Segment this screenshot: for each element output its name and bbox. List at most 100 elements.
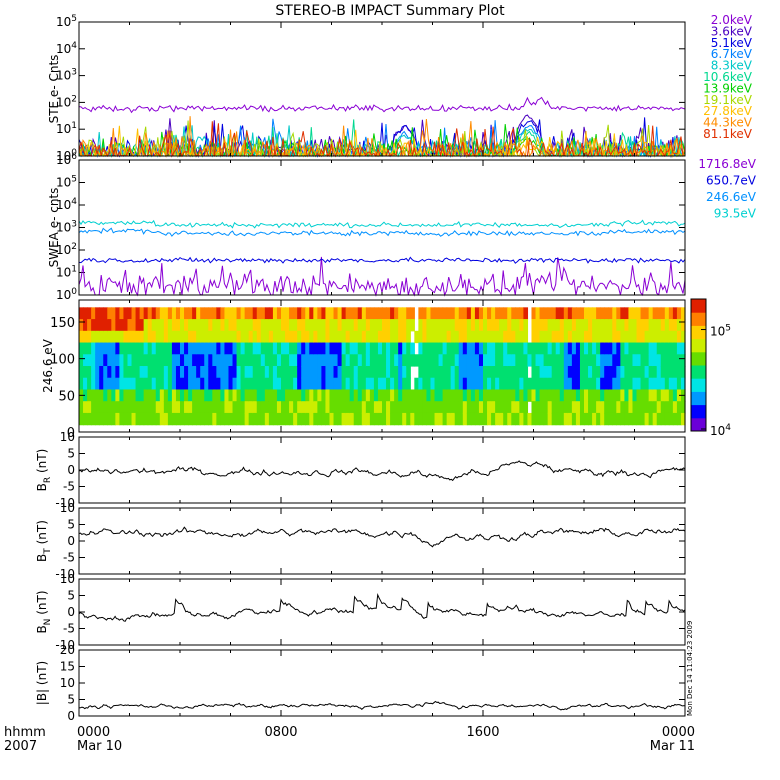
bt-series-line (78, 526, 686, 548)
heatmap-cell (155, 401, 161, 414)
heatmap-cell (543, 330, 549, 344)
heatmap-cell (402, 330, 407, 344)
heatmap-cell (624, 330, 630, 344)
heatmap-cell (281, 389, 286, 402)
heatmap-cell (539, 342, 545, 355)
heatmap-cell (171, 401, 177, 414)
heatmap-cell (285, 412, 290, 426)
heatmap-cell (394, 307, 399, 320)
heatmap-cell (111, 330, 116, 344)
heatmap-cell (357, 401, 363, 414)
heatmap-cell (575, 342, 581, 355)
heatmap-cell (357, 319, 363, 332)
heatmap-cell (305, 307, 310, 320)
heatmap-cell (418, 330, 423, 344)
heatmap-cell (442, 412, 448, 426)
heatmap-cell (579, 412, 585, 426)
heatmap-cell (596, 330, 601, 344)
heatmap-cell (79, 412, 84, 426)
heatmap-cell (535, 389, 541, 402)
heatmap-cell (220, 330, 226, 344)
heatmap-cell (192, 412, 197, 426)
heatmap-cell (95, 401, 100, 414)
heatmap-cell (672, 366, 678, 379)
heatmap-cell (511, 330, 516, 344)
heatmap-cell (551, 401, 557, 414)
heatmap-cell (297, 319, 302, 332)
heatmap-cell (147, 377, 153, 391)
heatmap-cell (390, 377, 395, 391)
heatmap-cell (535, 401, 541, 414)
heatmap-cell (575, 412, 581, 426)
heatmap-cell (620, 354, 625, 367)
heatmap-cell (357, 377, 363, 391)
heatmap-cell (442, 342, 448, 355)
heatmap-cell (232, 354, 238, 367)
heatmap-cell (236, 412, 242, 426)
heatmap-cell (551, 377, 557, 391)
heatmap-cell (305, 401, 310, 414)
heatmap-cell (361, 412, 367, 426)
heatmap-cell (600, 389, 605, 402)
heatmap-cell (163, 412, 169, 426)
heatmap-cell (272, 377, 278, 391)
heatmap-cell (430, 342, 436, 355)
heatmap-cell (131, 366, 137, 379)
heatmap-cell (123, 389, 129, 402)
heatmap-cell (390, 366, 395, 379)
heatmap-cell (192, 342, 197, 355)
heatmap-cell (426, 319, 432, 332)
heatmap-cell (539, 401, 545, 414)
heatmap-cell (131, 319, 137, 332)
heatmap-cell (268, 389, 274, 402)
heatmap-cell (402, 377, 407, 391)
heatmap-cell (147, 330, 153, 344)
heatmap-cell (361, 342, 367, 355)
heatmap-cell (410, 319, 415, 332)
heatmap-cell (600, 377, 605, 391)
heatmap-cell (616, 354, 621, 367)
heatmap-cell (426, 307, 432, 320)
heatmap-cell (248, 366, 254, 379)
heatmap-cell (349, 319, 355, 332)
heatmap-cell (612, 330, 617, 344)
heatmap-cell (151, 354, 157, 367)
heatmap-cell (454, 319, 460, 332)
heatmap-cell (79, 354, 84, 367)
heatmap-cell (95, 342, 100, 355)
heatmap-cell (632, 342, 638, 355)
heatmap-cell (584, 366, 589, 379)
heatmap-cell (398, 389, 403, 402)
heatmap-cell (236, 319, 242, 332)
heatmap-cell (333, 377, 339, 391)
heatmap-cell (535, 412, 541, 426)
heatmap-cell (430, 354, 436, 367)
heatmap-cell (438, 389, 444, 402)
ste-legend-label: 10.6keV (703, 70, 753, 84)
heatmap-cell (111, 377, 116, 391)
heatmap-cell (442, 354, 448, 367)
heatmap-cell (317, 401, 322, 414)
heatmap-cell (511, 412, 516, 426)
heatmap-cell (285, 319, 290, 332)
heatmap-cell (547, 330, 553, 344)
heatmap-cell (244, 330, 250, 344)
heatmap-cell (281, 354, 286, 367)
colorbar-segment (691, 351, 706, 366)
heatmap-cell (301, 354, 306, 367)
heatmap-cell (600, 319, 605, 332)
heatmap-cell (402, 354, 407, 367)
heatmap-cell (155, 307, 161, 320)
heatmap-cell (551, 342, 557, 355)
heatmap-cell (474, 412, 480, 426)
heatmap-cell (317, 342, 322, 355)
heatmap-cell (329, 377, 335, 391)
heatmap-cell (171, 330, 177, 344)
heatmap-cell (256, 377, 262, 391)
heatmap-cell (228, 319, 234, 332)
heatmap-cell (240, 342, 246, 355)
heatmap-cell (329, 342, 335, 355)
heatmap-cell (616, 330, 621, 344)
heatmap-cell (406, 377, 411, 391)
heatmap-cell (83, 401, 88, 414)
